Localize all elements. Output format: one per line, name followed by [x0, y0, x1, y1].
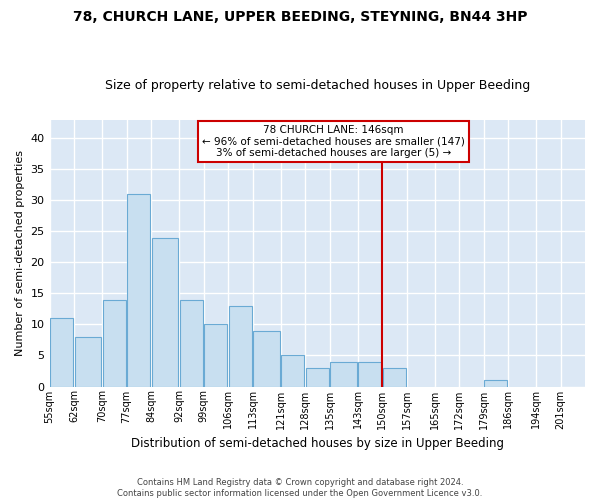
Bar — [358, 362, 382, 386]
Y-axis label: Number of semi-detached properties: Number of semi-detached properties — [15, 150, 25, 356]
Title: Size of property relative to semi-detached houses in Upper Beeding: Size of property relative to semi-detach… — [104, 79, 530, 92]
Bar — [127, 194, 151, 386]
Bar — [306, 368, 329, 386]
Bar — [180, 300, 203, 386]
Bar — [484, 380, 508, 386]
Text: 78, CHURCH LANE, UPPER BEEDING, STEYNING, BN44 3HP: 78, CHURCH LANE, UPPER BEEDING, STEYNING… — [73, 10, 527, 24]
Bar — [50, 318, 73, 386]
Bar — [152, 238, 178, 386]
Bar — [75, 337, 101, 386]
Bar — [229, 306, 252, 386]
Bar — [383, 368, 406, 386]
Bar — [204, 324, 227, 386]
Text: 78 CHURCH LANE: 146sqm
← 96% of semi-detached houses are smaller (147)
3% of sem: 78 CHURCH LANE: 146sqm ← 96% of semi-det… — [202, 125, 465, 158]
Bar — [253, 330, 280, 386]
Bar — [103, 300, 126, 386]
Bar — [281, 356, 304, 386]
Text: Contains HM Land Registry data © Crown copyright and database right 2024.
Contai: Contains HM Land Registry data © Crown c… — [118, 478, 482, 498]
X-axis label: Distribution of semi-detached houses by size in Upper Beeding: Distribution of semi-detached houses by … — [131, 437, 504, 450]
Bar — [330, 362, 357, 386]
